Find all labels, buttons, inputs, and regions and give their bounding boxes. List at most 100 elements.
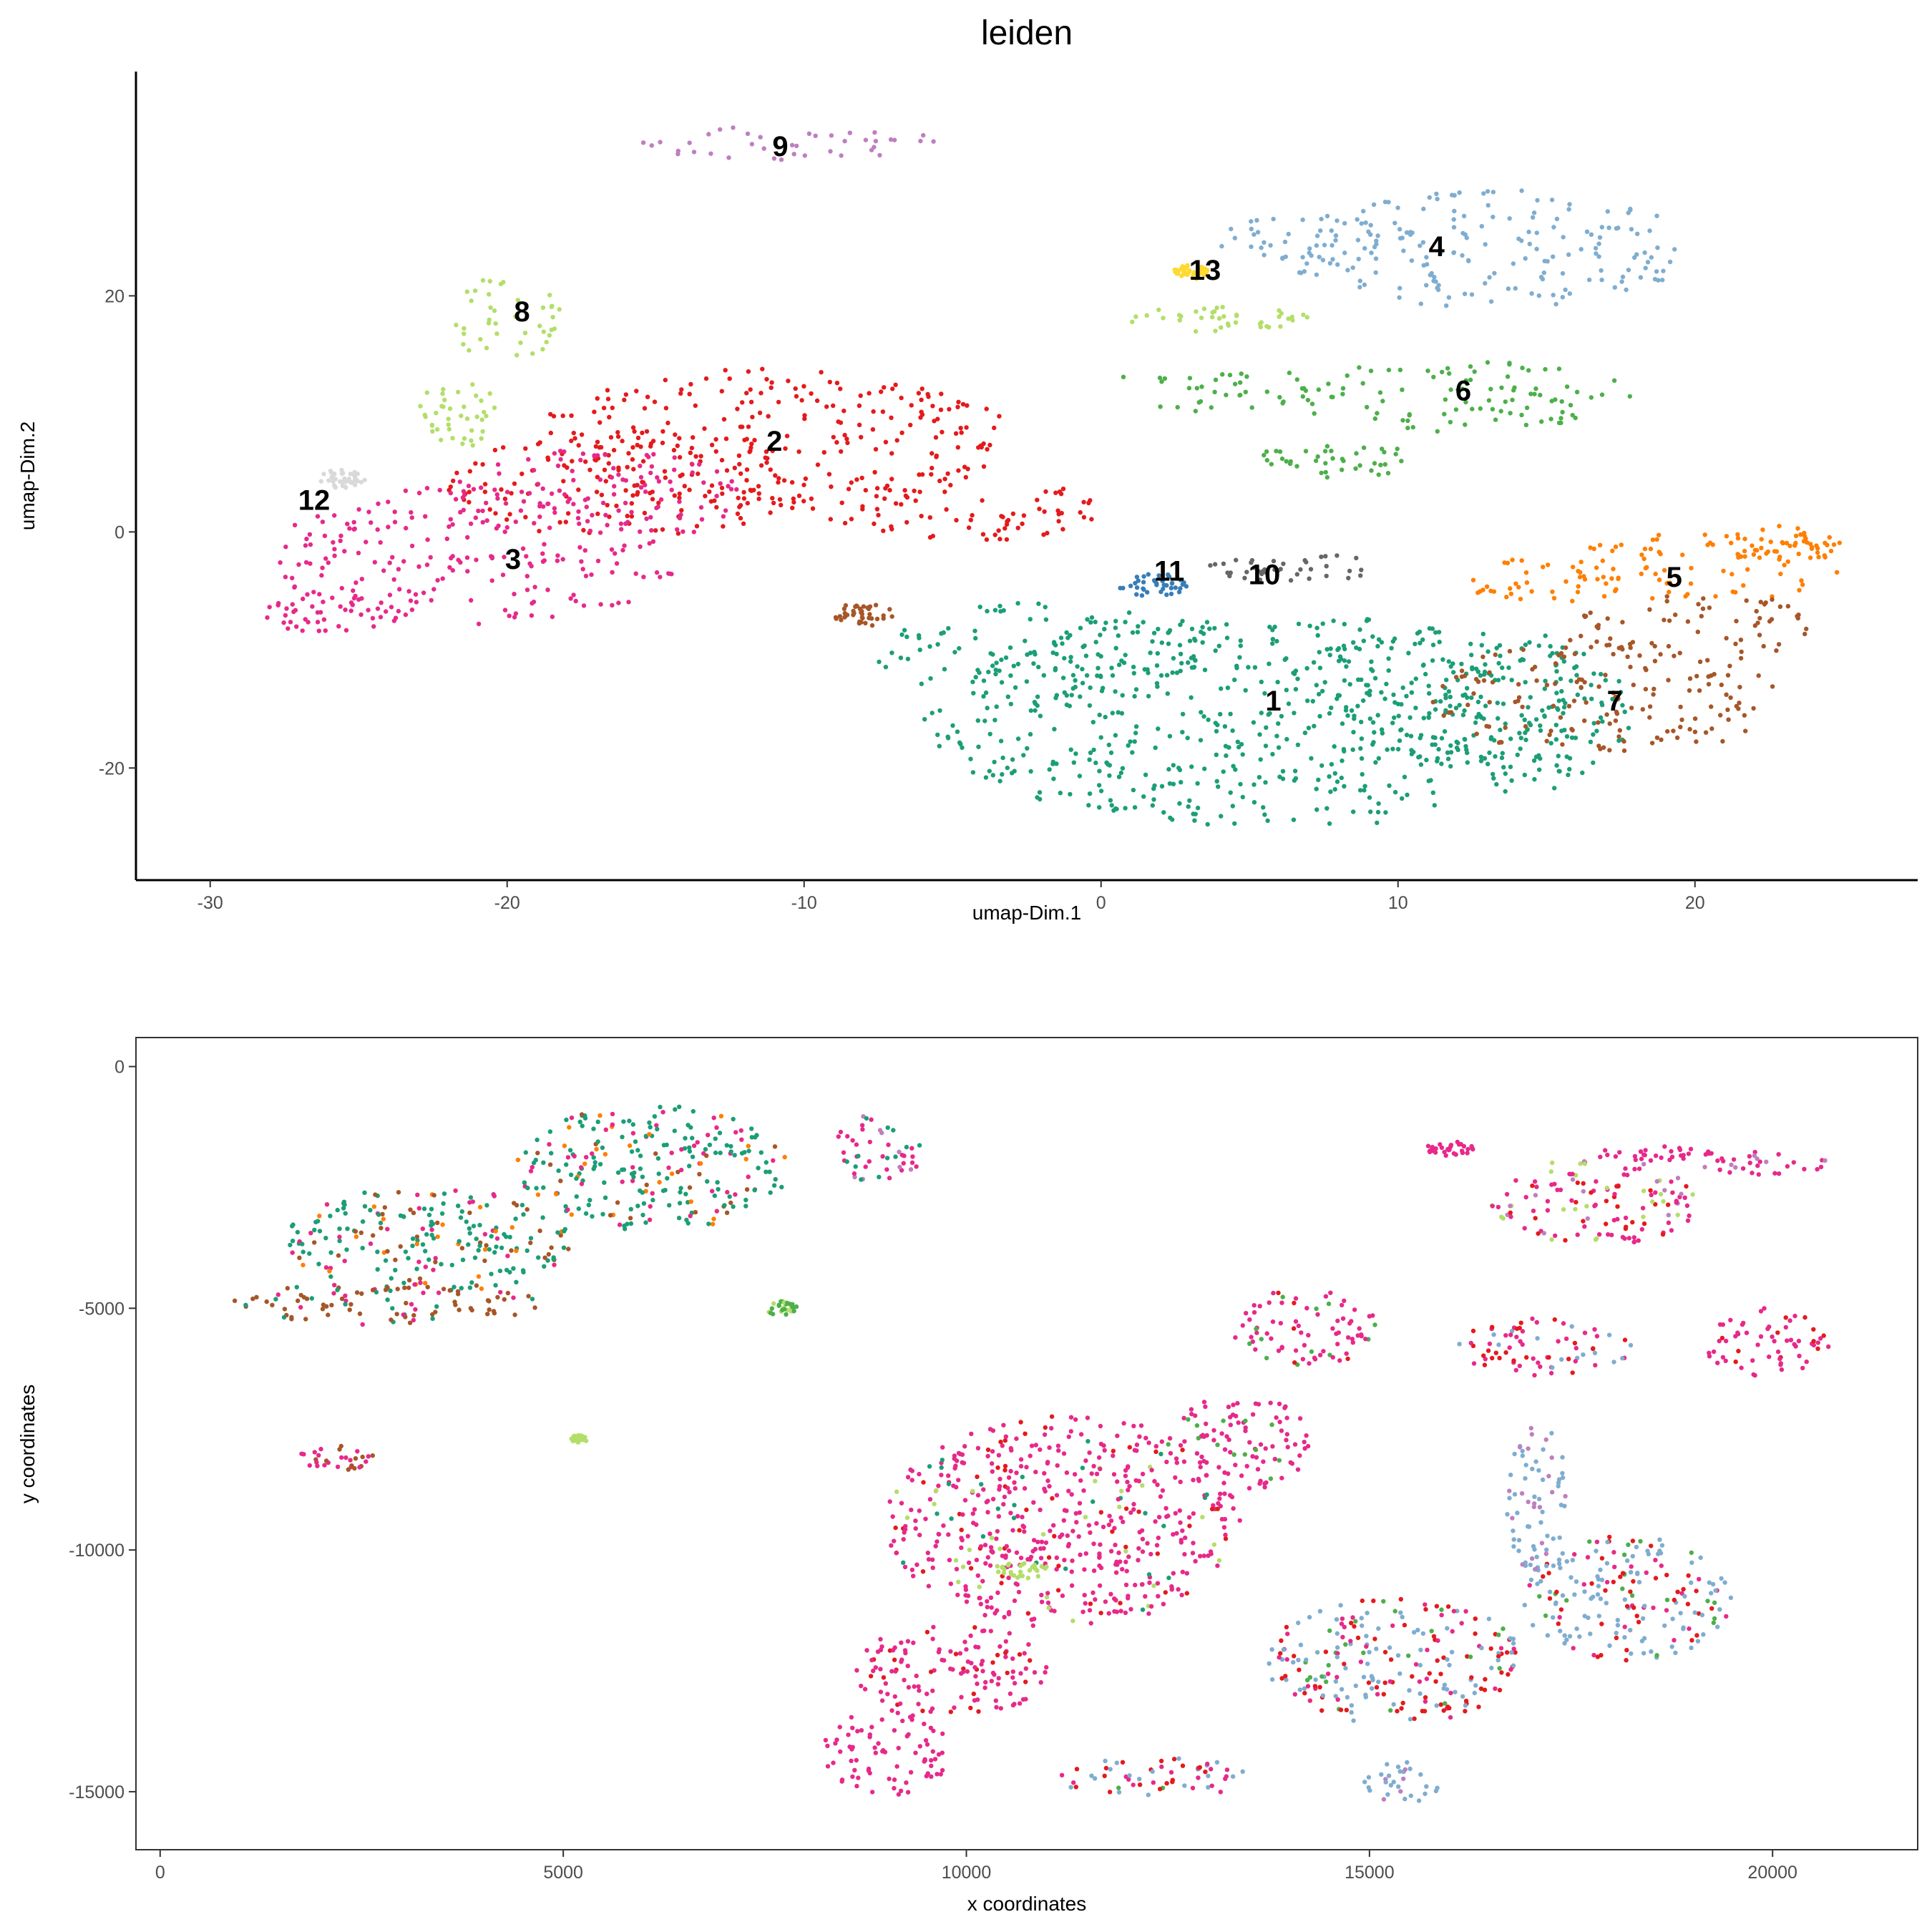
spatial-point — [638, 1166, 643, 1171]
umap-point — [1084, 673, 1090, 678]
umap-point — [1816, 555, 1821, 560]
spatial-point — [1546, 1473, 1551, 1479]
umap-point — [1222, 724, 1228, 729]
cluster-label-12: 12 — [298, 485, 331, 517]
spatial-point — [429, 1219, 434, 1224]
umap-point — [1271, 216, 1276, 222]
spatial-point — [309, 1296, 314, 1301]
umap-point — [1187, 376, 1193, 381]
umap-point — [562, 492, 567, 497]
umap-point — [834, 381, 840, 386]
spatial-point — [1532, 1547, 1537, 1552]
umap-point — [1158, 404, 1163, 409]
umap-point — [474, 393, 479, 399]
umap-point — [992, 759, 997, 765]
spatial-point — [1695, 1639, 1701, 1644]
umap-point — [1184, 584, 1189, 589]
spatial-point — [960, 1538, 965, 1543]
umap-point — [424, 562, 430, 567]
umap-point — [1361, 445, 1367, 450]
spatial-point — [1650, 1199, 1655, 1204]
spatial-point — [1092, 1776, 1098, 1781]
spatial-point — [1490, 1324, 1495, 1330]
umap-point — [462, 436, 467, 441]
spatial-point — [940, 1458, 945, 1463]
spatial-point — [1441, 1708, 1446, 1713]
umap-point — [537, 440, 542, 445]
spatial-point — [1777, 1356, 1782, 1362]
spatial-point — [887, 1499, 892, 1504]
umap-point — [1469, 653, 1474, 658]
umap-point — [709, 442, 715, 447]
umap-y-tick-label: 0 — [114, 522, 125, 542]
spatial-point — [1599, 1556, 1605, 1561]
umap-point — [625, 513, 630, 519]
spatial-points — [232, 1104, 1831, 1803]
umap-point — [1243, 389, 1249, 394]
spatial-point — [232, 1298, 238, 1304]
umap-point — [364, 540, 369, 545]
spatial-point — [343, 1302, 348, 1307]
umap-point — [1496, 716, 1501, 721]
umap-point — [454, 470, 459, 476]
umap-point — [1614, 709, 1619, 715]
umap-point — [512, 615, 517, 620]
umap-point — [440, 391, 445, 396]
umap-point — [883, 665, 889, 670]
spatial-point — [1087, 1450, 1092, 1455]
umap-point — [863, 137, 869, 142]
umap-point — [1035, 795, 1040, 800]
spatial-point — [590, 1214, 595, 1219]
spatial-point — [1511, 1544, 1516, 1549]
spatial-point — [554, 1191, 559, 1196]
spatial-point — [1689, 1638, 1694, 1643]
umap-point — [1570, 413, 1575, 418]
umap-point — [842, 520, 848, 526]
umap-point — [1370, 720, 1376, 725]
umap-point — [1177, 318, 1183, 323]
spatial-point — [1110, 1529, 1115, 1534]
spatial-point — [1719, 1576, 1724, 1581]
spatial-point — [1516, 1538, 1522, 1543]
umap-point — [675, 531, 681, 536]
spatial-panel: 0 5000 10000 15000 20000 0-5000-10000-15000 … — [16, 1037, 1918, 1915]
umap-point — [1719, 682, 1724, 688]
spatial-point — [1800, 1365, 1805, 1371]
spatial-point — [1741, 1320, 1746, 1326]
umap-point — [602, 452, 608, 457]
umap-point — [1187, 638, 1193, 643]
spatial-point — [731, 1116, 736, 1122]
spatial-point — [996, 1514, 1002, 1519]
umap-point — [714, 504, 719, 510]
umap-point — [1490, 406, 1496, 412]
umap-point — [1003, 655, 1009, 660]
umap-point — [1463, 737, 1468, 742]
umap-point — [1043, 605, 1048, 610]
umap-point — [1113, 689, 1118, 694]
spatial-point — [1513, 1650, 1518, 1655]
spatial-point — [1055, 1463, 1060, 1468]
spatial-point — [913, 1518, 918, 1523]
spatial-point — [336, 1253, 341, 1258]
spatial-point — [610, 1111, 615, 1117]
spatial-point — [1183, 1535, 1188, 1541]
umap-point — [448, 517, 453, 522]
umap-point — [640, 140, 646, 145]
spatial-point — [852, 1174, 857, 1180]
umap-point — [955, 445, 961, 450]
spatial-point — [1535, 1336, 1540, 1341]
umap-point — [545, 457, 551, 462]
spatial-point — [1152, 1478, 1157, 1484]
umap-point — [1724, 534, 1729, 539]
spatial-point — [1366, 1775, 1372, 1780]
umap-cluster-4-points — [1219, 188, 1677, 308]
umap-point — [1257, 732, 1262, 737]
spatial-point — [1611, 1579, 1616, 1584]
umap-point — [1718, 713, 1723, 718]
umap-point — [723, 436, 729, 441]
spatial-point — [1279, 1676, 1284, 1681]
spatial-point — [1563, 1493, 1568, 1499]
umap-point — [789, 479, 795, 485]
spatial-point — [1068, 1785, 1073, 1790]
spatial-point — [275, 1292, 280, 1297]
